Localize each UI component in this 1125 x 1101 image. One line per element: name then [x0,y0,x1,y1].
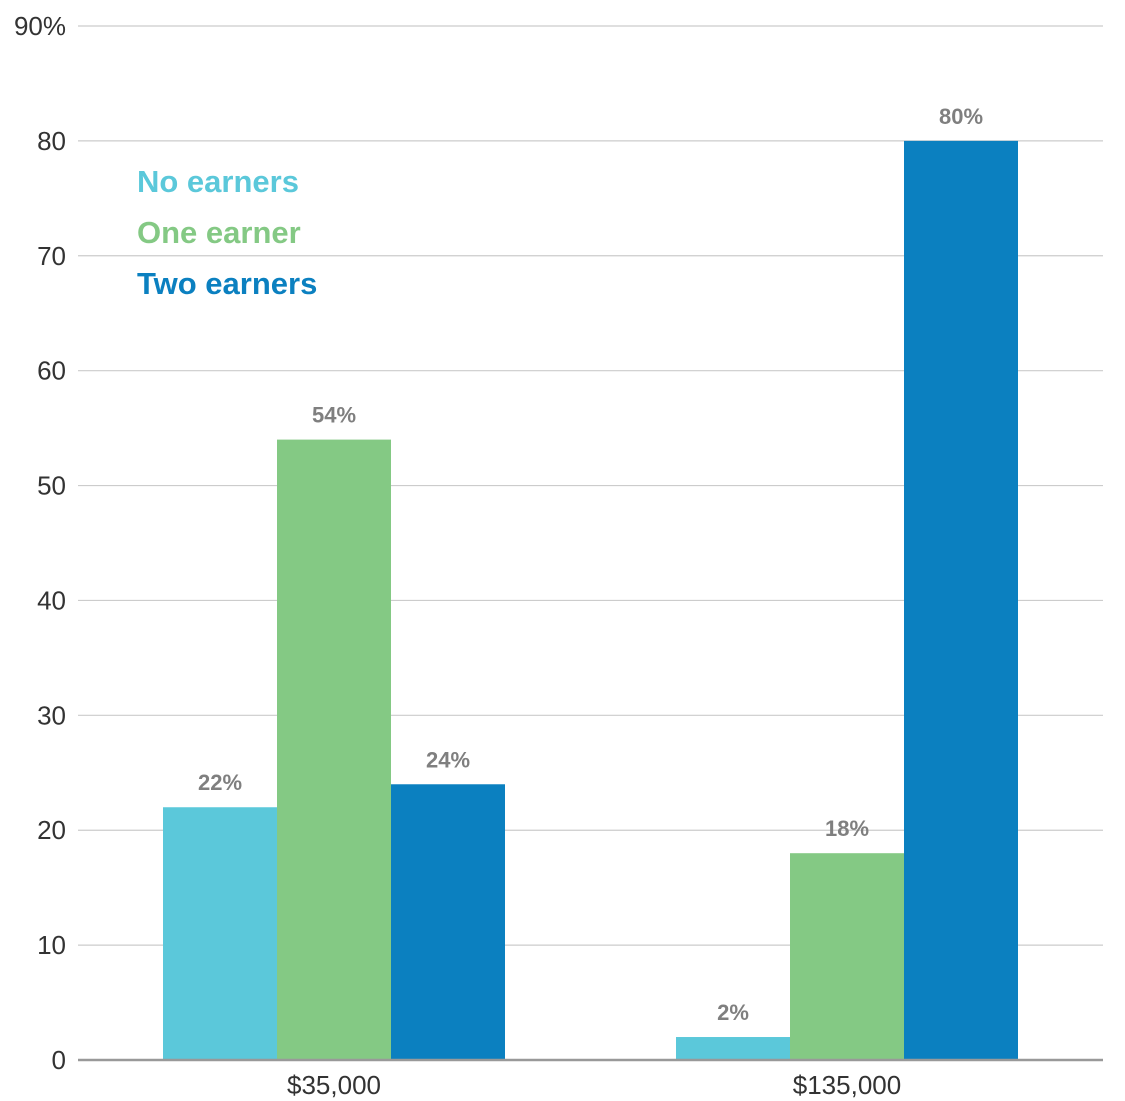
bar [277,439,391,1061]
data-label: 18% [825,816,869,841]
legend-entry: Two earners [137,266,317,301]
data-label: 24% [426,747,470,772]
y-tick-label: 90% [14,11,66,41]
legend-entry: One earner [137,215,301,250]
bar [904,140,1018,1060]
y-tick-label: 80 [37,126,66,156]
y-tick-label: 30 [37,700,66,730]
x-category-label: $135,000 [793,1070,901,1100]
bar [391,784,505,1060]
bar [163,807,277,1060]
bar [676,1037,790,1060]
data-label: 2% [717,1000,749,1025]
x-axis-category-labels: $35,000 $135,000 [287,1070,901,1100]
y-tick-label: 10 [37,930,66,960]
y-axis-tick-labels: 0 10 20 30 40 50 60 70 80 90% [14,11,66,1075]
bars [163,140,1018,1061]
y-tick-label: 40 [37,585,66,615]
legend-entry: No earners [137,164,299,199]
x-category-label: $35,000 [287,1070,381,1100]
data-labels: 22% 54% 24% 2% 18% 80% [198,104,983,1025]
y-tick-label: 20 [37,815,66,845]
y-tick-label: 50 [37,471,66,501]
y-tick-label: 70 [37,241,66,271]
y-tick-label: 60 [37,356,66,386]
bar [790,853,904,1060]
legend: No earners One earner Two earners [137,164,317,301]
y-tick-label: 0 [52,1045,66,1075]
data-label: 54% [312,403,356,428]
data-label: 22% [198,770,242,795]
data-label: 80% [939,104,983,129]
